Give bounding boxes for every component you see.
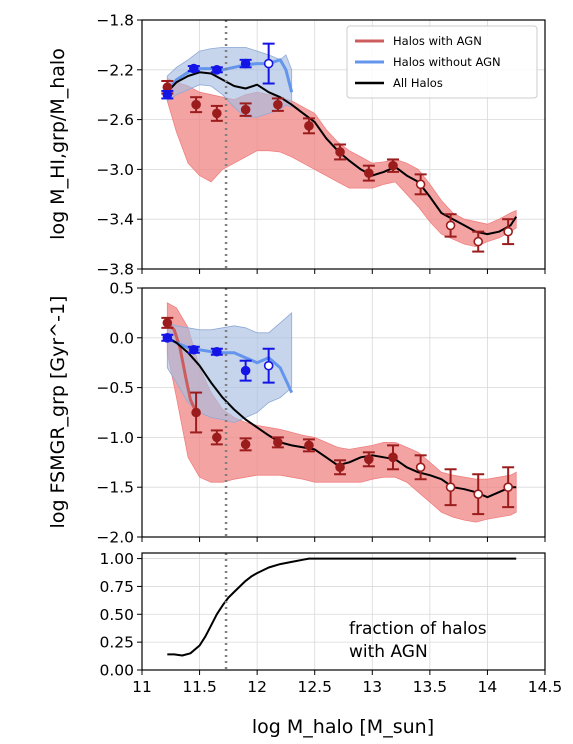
point-halos-with-agn: [503, 226, 513, 237]
y-tick-label: −1.5: [96, 479, 134, 497]
point-halos-with-agn: [473, 236, 484, 247]
point-halos-with-agn: [212, 432, 222, 443]
point-halos-with-agn: [364, 454, 374, 465]
line-halos-without-agn: [166, 336, 294, 394]
legend: Halos with AGN Halos without AGN All Hal…: [346, 25, 538, 99]
panel-agn-fraction: 11 11.5 12 12.5 13 13.5 14 14.5 1.00 0.75 0.50 0.25…: [99, 550, 562, 738]
point-halos-without-agn: [212, 346, 222, 357]
axes-frame: [141, 552, 546, 671]
point-halos-with-agn: [191, 407, 201, 418]
point-halos-without-agn: [240, 365, 251, 376]
point-halos-with-agn: [162, 318, 173, 328]
point-halos-with-agn: [212, 108, 222, 119]
y-tick-label: −3.8: [96, 261, 134, 279]
point-halos-without-agn: [263, 58, 274, 69]
point-halos-with-agn: [503, 482, 513, 493]
panel-2-ylabel: log FSMGR_grp [Gyr^-1]: [47, 296, 69, 529]
x-tick-label: 11: [132, 678, 152, 696]
panel-3-lines: [167, 553, 517, 670]
point-halos-without-agn: [212, 65, 222, 75]
point-halos-with-agn: [415, 462, 426, 473]
panel-2-bands: [166, 302, 517, 523]
panel-fsmgr: 0.5 0.0 −0.5 −1.0 −1.5 −2.0 log FSMGR_grp [Gy…: [47, 280, 546, 547]
point-halos-with-agn: [445, 482, 456, 493]
point-halos-without-agn: [162, 89, 173, 100]
point-halos-with-agn: [304, 121, 314, 131]
panel-1-points: [161, 42, 515, 253]
y-tick-label: 0.25: [99, 634, 134, 652]
axes-frame: [141, 287, 546, 538]
point-halos-with-agn: [240, 439, 251, 450]
x-tick-label: 14.5: [528, 678, 563, 696]
x-tick-label: 11.5: [182, 678, 217, 696]
y-tick-label: 0.00: [99, 662, 134, 680]
point-halos-with-agn: [335, 147, 345, 157]
y-tick-label: −1.0: [96, 429, 134, 447]
y-tick-label: 0.75: [99, 578, 134, 596]
point-halos-with-agn: [445, 220, 456, 231]
line-all-halos: [166, 336, 517, 499]
line-agn-fraction: [167, 557, 517, 657]
line-all-halos: [166, 71, 518, 236]
x-tick-label: 12.5: [297, 678, 332, 696]
y-tick-label: −2.6: [96, 111, 134, 129]
panel-3-annotation-line-1: fraction of halos: [349, 619, 487, 639]
y-tick-label: −2.0: [96, 529, 134, 547]
y-tick-label: −2.2: [96, 61, 134, 79]
axes-frame: [141, 19, 546, 270]
point-halos-without-agn: [189, 63, 199, 74]
point-halos-with-agn: [415, 179, 426, 190]
point-halos-with-agn: [273, 437, 283, 448]
point-halos-with-agn: [273, 99, 283, 110]
panel-3-annotation-line-2: with AGN: [349, 642, 428, 662]
panel-1-axes: −1.8 −2.2 −2.6 −3.0 −3.4 −3.8: [96, 12, 546, 279]
y-tick-label: 0.0: [109, 329, 134, 347]
x-axis-label: log M_halo [M_sun]: [252, 716, 434, 738]
line-halos-without-agn: [166, 58, 294, 94]
point-halos-with-agn: [388, 160, 398, 171]
point-halos-with-agn: [304, 440, 314, 451]
panel-3-axes: 11 11.5 12 12.5 13 13.5 14 14.5 1.00 0.75 0.50 0.25…: [99, 550, 562, 696]
legend-label-no-agn: Halos without AGN: [393, 55, 501, 69]
legend-box: [346, 25, 538, 99]
point-halos-with-agn: [335, 462, 345, 473]
point-halos-without-agn: [263, 360, 274, 371]
x-tick-label: 14: [478, 678, 498, 696]
point-halos-without-agn: [162, 332, 173, 343]
point-halos-with-agn: [191, 99, 201, 110]
legend-label-all: All Halos: [393, 76, 443, 90]
panel-hi-fraction: −1.8 −2.2 −2.6 −3.0 −3.4 −3.8 log M_HI,grp/M_…: [47, 12, 546, 279]
x-tick-label: 12: [247, 678, 267, 696]
legend-label-agn: Halos with AGN: [393, 34, 482, 48]
panel-1-lines: [166, 20, 518, 269]
x-tick-label: 13: [362, 678, 382, 696]
y-tick-label: −3.0: [96, 161, 134, 179]
y-tick-label: −3.4: [96, 211, 134, 229]
panel-1-ylabel: log M_HI,grp/M_halo: [47, 48, 69, 240]
point-halos-without-agn: [189, 344, 199, 355]
point-halos-with-agn: [240, 104, 251, 115]
panel-2-points: [161, 316, 515, 516]
panel-2-axes: 0.5 0.0 −0.5 −1.0 −1.5 −2.0: [96, 280, 546, 547]
y-tick-label: 0.5: [109, 280, 134, 298]
point-halos-with-agn: [364, 168, 374, 178]
point-halos-with-agn: [388, 452, 398, 463]
point-halos-without-agn: [240, 58, 251, 69]
band-halos-with-agn: [166, 302, 517, 523]
y-tick-label: 1.00: [99, 550, 134, 568]
x-tick-label: 13.5: [413, 678, 448, 696]
point-halos-with-agn: [473, 489, 484, 499]
panel-3-grid: [141, 553, 546, 671]
y-tick-label: 0.50: [99, 606, 134, 624]
y-tick-label: −1.8: [96, 12, 134, 30]
y-tick-label: −0.5: [96, 379, 134, 397]
